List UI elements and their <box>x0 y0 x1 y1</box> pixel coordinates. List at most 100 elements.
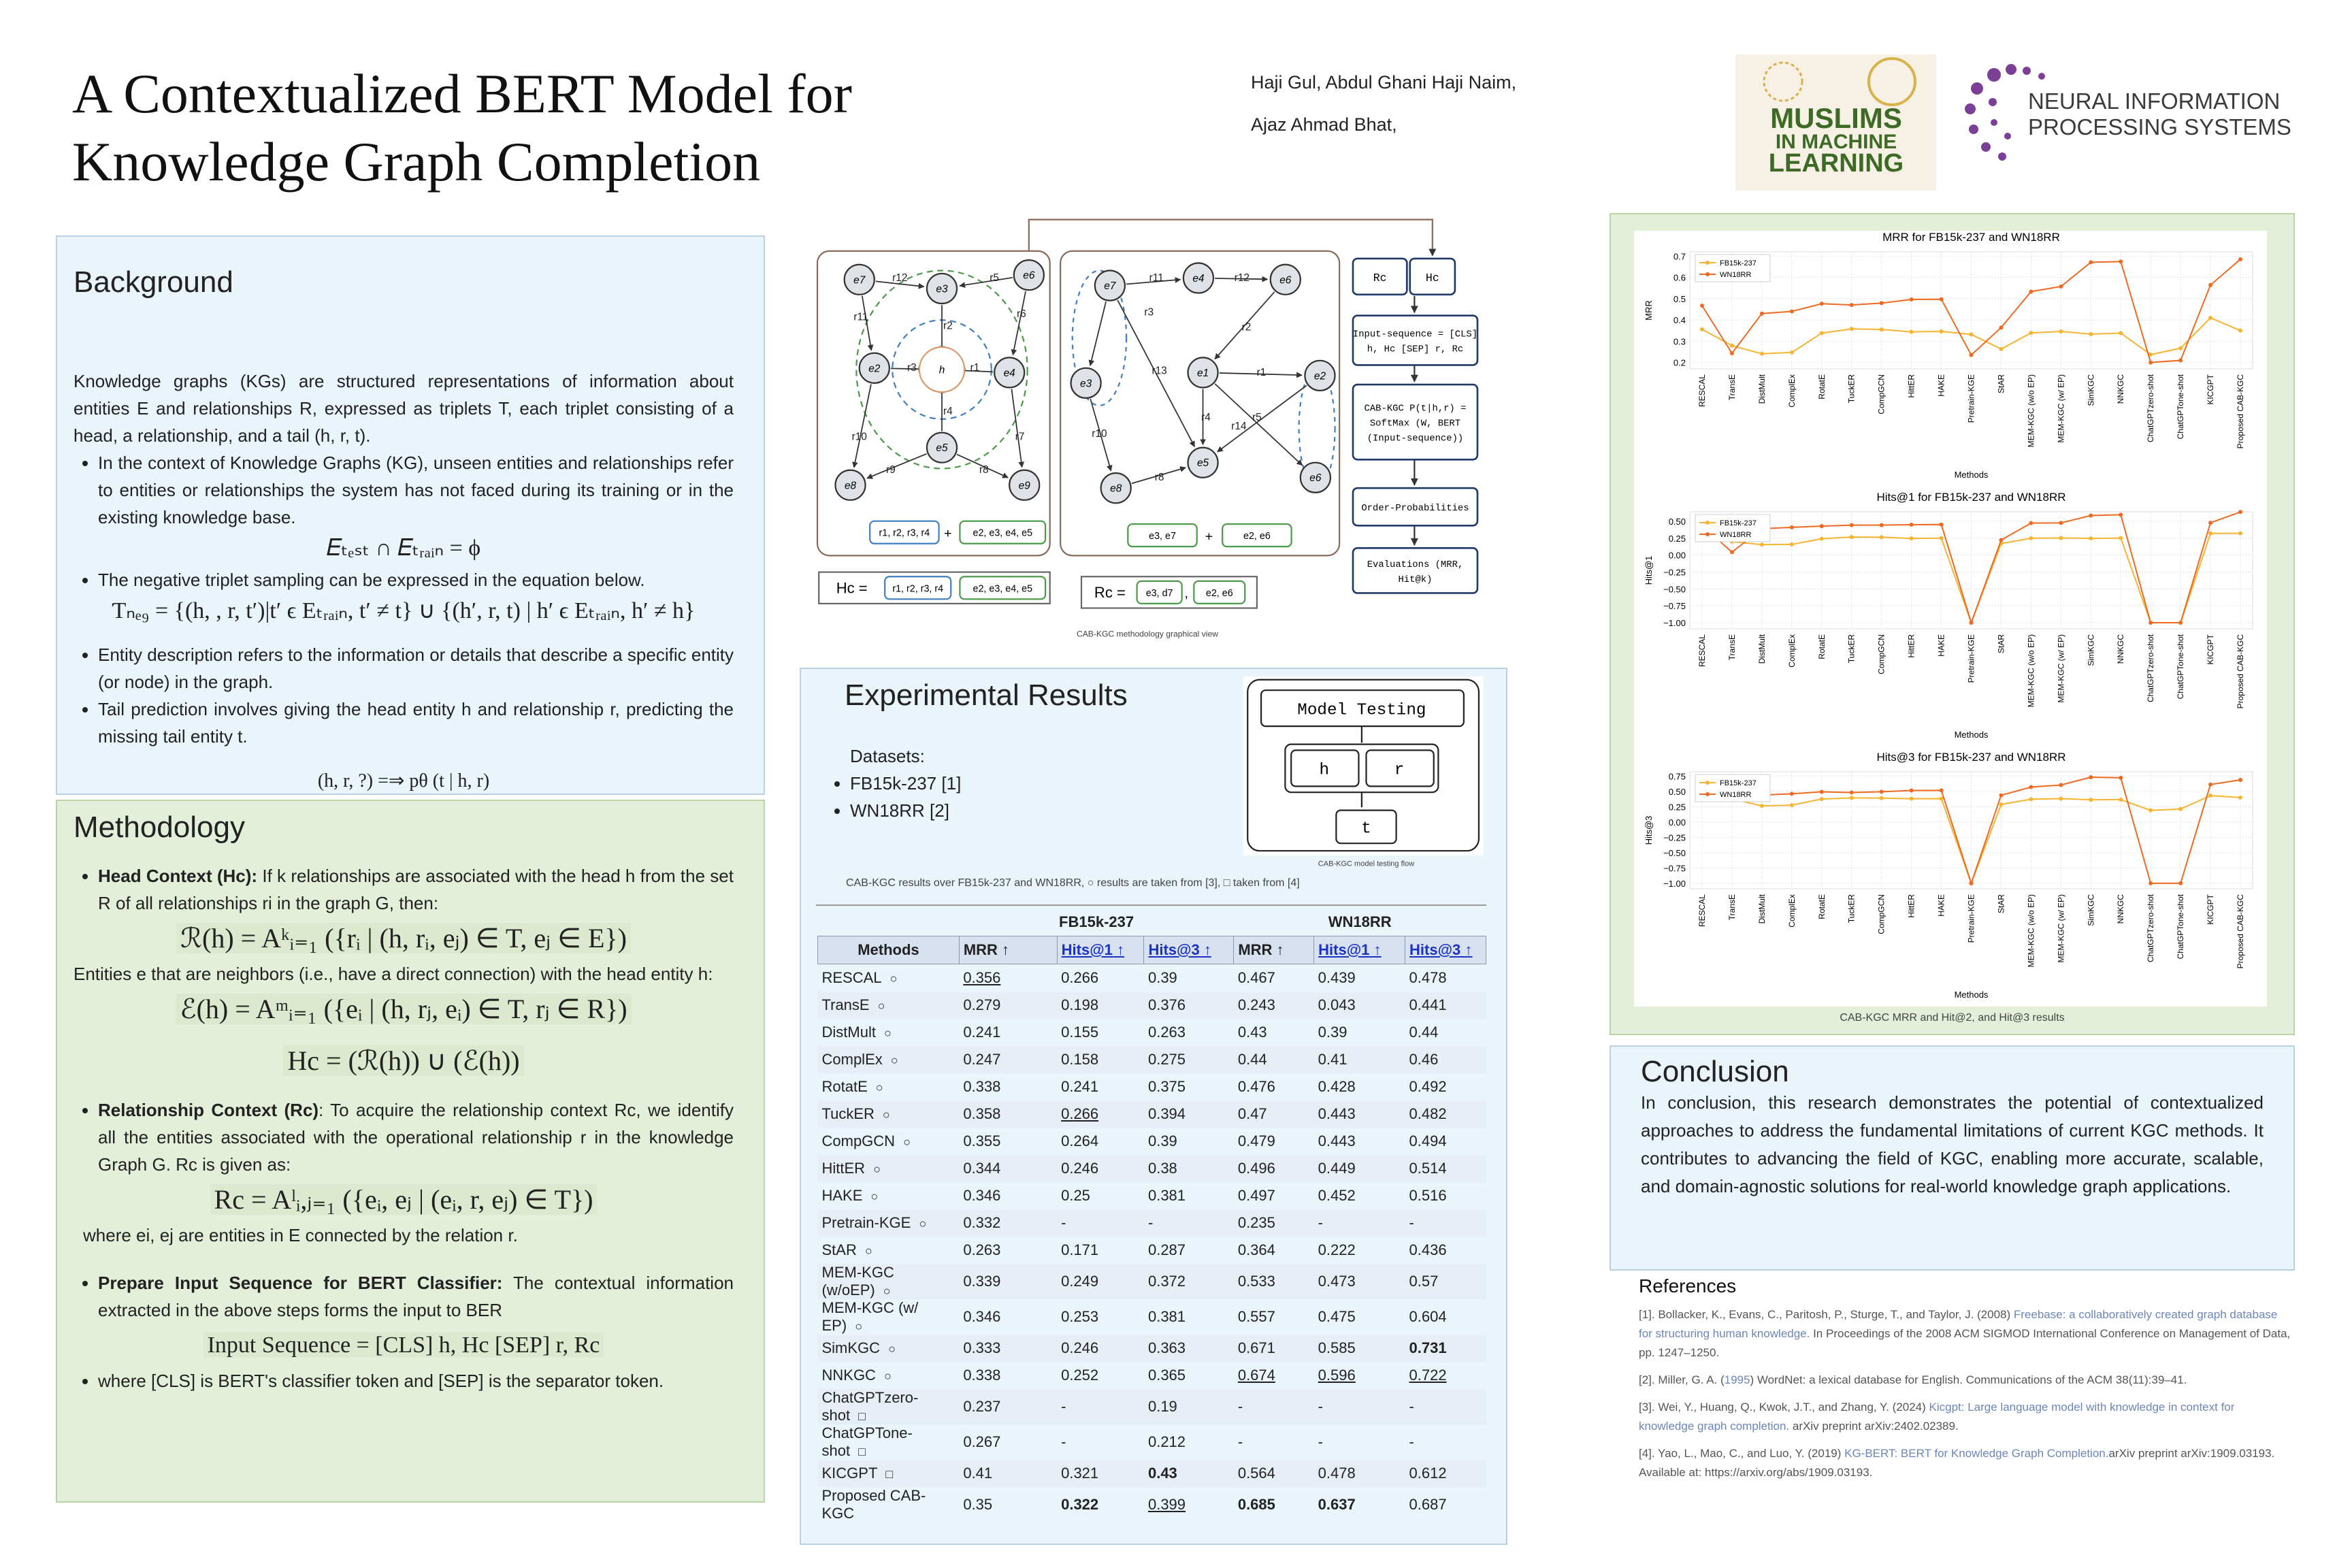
edge-label: r12 <box>1235 272 1250 284</box>
x-tick-label: CompGCN <box>1877 634 1886 674</box>
chart-title: Hits@1 for FB15k-237 and WN18RR <box>1876 491 2065 504</box>
source-marker: □ <box>858 1409 866 1423</box>
value-cell: 0.685 <box>1237 1496 1275 1513</box>
legend-box <box>1695 514 1771 542</box>
x-tick-label: KICGPT <box>2206 894 2215 924</box>
title-line: A Contextualized BERT Model for <box>72 63 852 125</box>
value-cell: 0.171 <box>1061 1241 1099 1258</box>
flow-text: Order-Probabilities <box>1361 503 1469 514</box>
table-row: Pretrain-KGE ○ 0.332- -0.235- - <box>817 1209 1486 1237</box>
y-tick-label: 0.00 <box>1669 551 1686 561</box>
point <box>1700 327 1704 331</box>
value-cell: 0.585 <box>1313 1335 1405 1362</box>
value-cell: 0.449 <box>1313 1155 1405 1182</box>
value-cell: - <box>1313 1389 1405 1424</box>
neurips-mark <box>1965 64 2045 161</box>
edge-label: r4 <box>943 406 953 417</box>
value-cell: 0.363 <box>1143 1335 1234 1362</box>
reference: [4]. Yao, L., Mao, C., and Luo, Y. (2019… <box>1639 1444 2292 1482</box>
reference-part: arXiv preprint arXiv:1909.03193. Availab… <box>1639 1447 2275 1479</box>
value-cell: 0.212 <box>1147 1433 1186 1450</box>
bullet-text: The contextual information extracted in … <box>98 1273 734 1320</box>
point <box>2149 881 2153 885</box>
reference-part: arXiv preprint arXiv:2402.02389. <box>1789 1420 1959 1433</box>
flow-text: CAB-KGC P(t|h,r) = <box>1365 404 1467 414</box>
point <box>1759 804 1764 808</box>
x-tick-label: ComplEx <box>1787 374 1797 408</box>
flow-text: t <box>1361 820 1371 838</box>
legend-marker <box>1705 521 1710 525</box>
table-row: CompGCN ○ 0.355 0.264 0.39 0.479 0.443 0.494 <box>818 1128 1486 1155</box>
x-tick-label: RESCAL <box>1697 374 1707 407</box>
x-tick-label: MEM-KGC (w/o EP) <box>2026 374 2036 447</box>
x-tick-label: ComplEx <box>1787 634 1797 668</box>
rule <box>816 904 1486 906</box>
header-text: MRR ↑ <box>1238 941 1284 958</box>
hc-frame <box>818 571 1051 605</box>
point <box>2178 806 2183 811</box>
bullet: Head Context (Hc): If k relationships ar… <box>98 862 734 917</box>
value-cell: 0.338 <box>963 1078 1001 1095</box>
x-tick-label: HittER <box>1907 634 1916 658</box>
value-cell: 0.473 <box>1313 1264 1405 1299</box>
method-name: DistMult <box>821 1024 876 1041</box>
value-cell: 0.428 <box>1318 1078 1356 1095</box>
value-cell: 0.338 <box>963 1367 1001 1384</box>
bullet: Tail prediction involves giving the head… <box>98 696 734 750</box>
value-cell: 0.222 <box>1318 1241 1356 1258</box>
value-cell: 0.332 <box>959 1209 1058 1237</box>
formula: Rc = Aˡᵢ,ⱼ₌₁ ({eᵢ, eⱼ | (eᵢ, r, eⱼ) ∈ T}… <box>74 1178 734 1222</box>
node-label: e9 <box>1019 480 1031 491</box>
flow-text: Model Testing <box>1297 701 1426 719</box>
value-cell: 0.637 <box>1318 1496 1356 1513</box>
set-box <box>1193 580 1246 605</box>
x-tick-label: SimKGC <box>2086 374 2095 406</box>
point <box>1939 536 1944 540</box>
column-header: Methods <box>817 936 960 964</box>
value-cell: 0.322 <box>1061 1496 1099 1513</box>
value-cell: 0.687 <box>1409 1496 1447 1513</box>
point <box>2178 346 2183 350</box>
x-tick-label: MEM-KGC (w/ EP) <box>2056 374 2065 443</box>
edge-label: r6 <box>1017 308 1026 320</box>
table-row: ChatGPTzero-shot □ 0.237-0.19- - - <box>817 1389 1486 1424</box>
value-cell: 0.478 <box>1313 1460 1405 1487</box>
method-name: MEM-KGC (w/ EP) <box>821 1299 919 1334</box>
x-tick-label: Proposed CAB-KGC <box>2236 634 2245 709</box>
value-cell: 0.496 <box>1233 1155 1314 1182</box>
point <box>2029 521 2034 525</box>
value-cell: 0.266 <box>1057 1100 1144 1128</box>
diagram-text: + <box>944 526 952 541</box>
edge-label: r2 <box>943 321 953 332</box>
point <box>1939 329 1944 333</box>
y-tick-label: 0.7 <box>1673 251 1686 261</box>
bullet-text: If k relationships are associated with t… <box>98 866 734 913</box>
source-marker: ○ <box>883 1026 892 1040</box>
legend-marker <box>1705 261 1710 265</box>
point <box>2119 536 2123 540</box>
legend-marker <box>1705 781 1710 785</box>
value-cell: 0.612 <box>1405 1460 1486 1487</box>
graph-node <box>1009 469 1041 501</box>
flow-text: (Input-sequence)) <box>1367 434 1464 444</box>
value-cell: 0.39 <box>1147 1132 1177 1149</box>
caption: CAB-KGC model testing flow <box>1318 860 1414 868</box>
value-cell: 0.731 <box>1405 1335 1486 1362</box>
legend-marker <box>1705 272 1710 276</box>
formula-text: ℰ(h) = Aᵐᵢ₌₁ ({eᵢ | (h, rⱼ, eᵢ) ∈ T, rⱼ … <box>176 994 632 1024</box>
x-axis-label: Methods <box>1955 470 1989 480</box>
bullet: where [CLS] is BERT's classifier token a… <box>98 1367 734 1394</box>
point <box>1909 329 1914 334</box>
point <box>1759 542 1764 547</box>
source-marker: ○ <box>883 1284 891 1298</box>
set-text: r1, r2, r3, r4 <box>892 583 943 594</box>
edge-label: r1 <box>1257 367 1267 378</box>
y-tick-label: 0.25 <box>1669 802 1686 812</box>
node-label: e4 <box>1004 368 1015 379</box>
value-cell: - <box>1405 1209 1486 1237</box>
flow-box <box>1352 383 1479 461</box>
edge-label: r8 <box>1155 472 1164 483</box>
set-box <box>869 520 940 544</box>
x-tick-label: ChatGPTzero-shot <box>2146 374 2155 442</box>
graph-node <box>1182 262 1215 294</box>
